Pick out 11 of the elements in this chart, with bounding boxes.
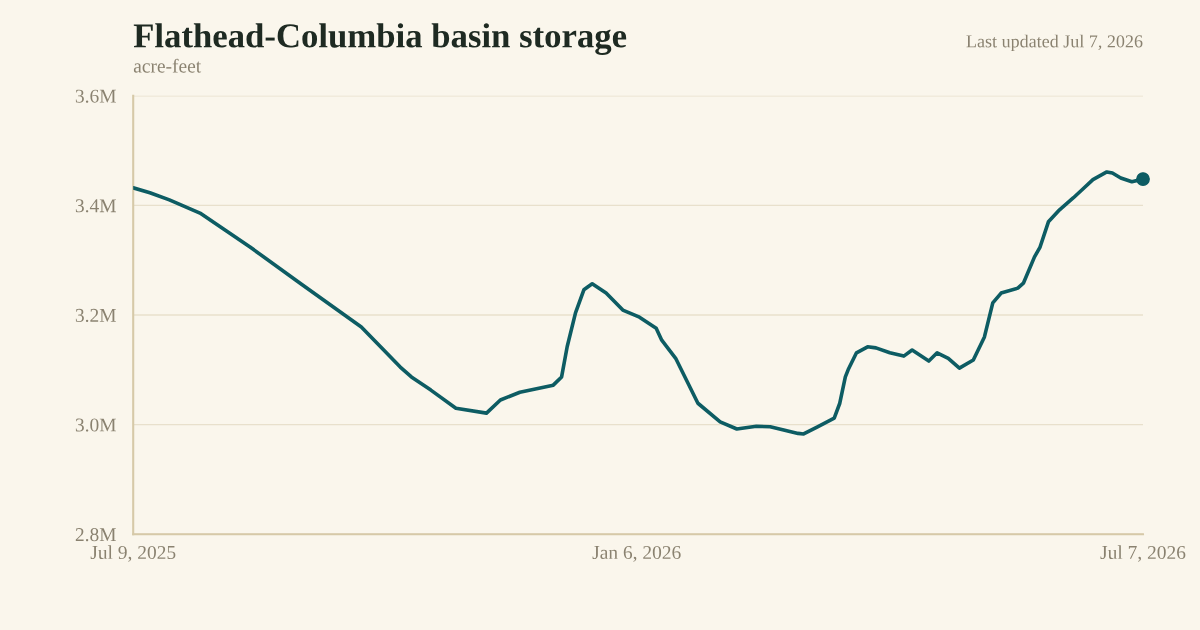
x-tick-label: Jul 9, 2025 [90, 545, 176, 562]
text: Last updated Jul 7, 2026 [966, 34, 1143, 52]
y-tick-label: 3.6M [75, 89, 116, 103]
y-tick-label: 3.2M [75, 308, 116, 323]
y-tick-label: 3.4M [75, 199, 116, 213]
x-tick-label: Jul 7, 2026 [1100, 545, 1186, 562]
chart-title: Flathead-Columbia basin storage [133, 23, 627, 55]
y-tick-label: 3.0M [75, 418, 116, 432]
chart-subtitle: acre-feet [133, 58, 202, 73]
y-tick-label: 2.8M [75, 528, 116, 542]
x-tick-label: Jan 6, 2026 [592, 545, 681, 562]
